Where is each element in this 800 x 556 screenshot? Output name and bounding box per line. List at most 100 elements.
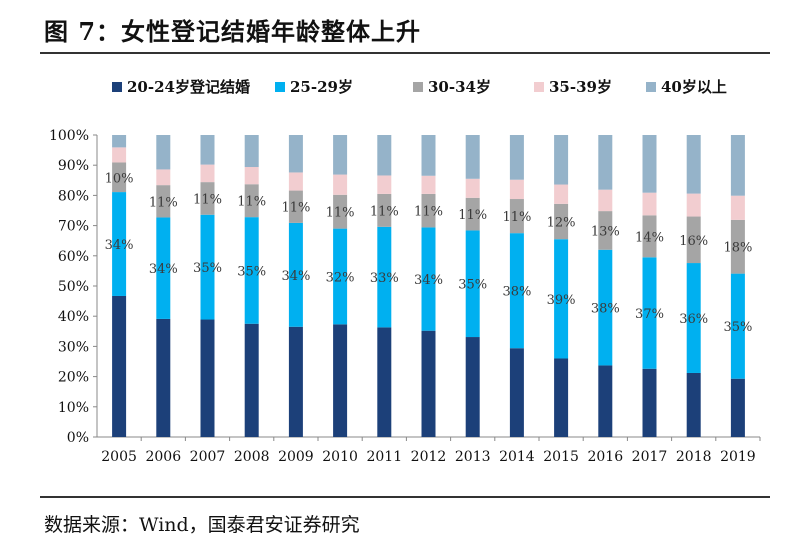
y-tick-label: 70% [58,219,89,235]
x-tick-label: 2011 [366,449,402,465]
bar-segment [421,227,436,331]
bar-segment [730,135,745,196]
y-tick-label: 20% [58,370,89,386]
data-label: 35% [193,261,222,276]
bar-segment [465,135,480,179]
bar-segment [377,327,392,437]
bar-segment [421,193,436,228]
bar-segment [554,358,569,437]
bar-segment [333,228,348,325]
bar-segment [156,135,171,170]
bar-segment [730,273,745,379]
x-tick-label: 2016 [587,449,623,465]
data-label: 13% [591,224,620,239]
bar-segment [509,179,524,200]
bar-segment [686,372,701,437]
legend-swatch [275,82,285,92]
x-tick-label: 2014 [499,449,535,465]
data-label: 34% [281,269,310,284]
x-tick-label: 2006 [145,449,181,465]
bar-segment [288,326,303,437]
bar-segment [421,135,436,176]
y-tick-label: 100% [49,128,89,144]
data-label: 35% [458,278,487,293]
bar-segment [598,249,613,366]
bar-segment [377,175,392,194]
bar-segment [642,135,657,193]
data-label: 33% [370,271,399,286]
legend-label: 30-34岁 [428,78,491,96]
bar-segment [642,215,657,258]
x-tick-label: 2018 [676,449,712,465]
y-tick-label: 90% [58,158,89,174]
x-tick-label: 2015 [543,449,579,465]
data-label: 11% [370,204,399,219]
stacked-bar-chart: 20-24岁登记结婚 25-29岁 30-34岁 35-39岁 40岁以上 0% 10% 20… [49,78,761,465]
bar-segment [465,197,480,231]
data-label: 11% [458,208,487,223]
bar-segment [421,330,436,437]
data-label: 36% [679,312,708,327]
data-label: 38% [591,302,620,317]
bar-segment [288,222,303,327]
bar-segment [642,368,657,437]
bar-segment [730,378,745,437]
bar-segment [288,190,303,223]
data-label: 34% [105,238,134,253]
x-tick-label: 2012 [411,449,447,465]
bar-segment [421,175,436,194]
bar-segment [200,319,215,437]
x-tick-label: 2008 [234,449,270,465]
bar-segment [554,203,569,240]
data-label: 14% [635,230,664,245]
legend-swatch [646,82,656,92]
y-tick-label: 0% [67,430,89,446]
bar-segment [509,135,524,180]
bar-segment [377,135,392,176]
data-label: 34% [414,273,443,288]
bar-segment [730,195,745,220]
bar-segment [598,135,613,190]
legend-label: 20-24岁登记结婚 [127,78,250,96]
x-tick-label: 2019 [720,449,756,465]
x-tick-label: 2005 [101,449,137,465]
bar-segment [509,199,524,234]
bar-segment [554,239,569,359]
data-label: 11% [237,195,266,210]
data-label: 11% [326,206,355,221]
legend-label: 40岁以上 [661,78,727,96]
bar-segment [156,318,171,437]
bar-segment [244,323,259,437]
bar-segment [642,257,657,369]
bar-segment [686,193,701,217]
data-label: 11% [414,205,443,220]
bar-segment [642,192,657,216]
bar-segment [598,211,613,250]
bar-segment [112,147,127,163]
bar-segment [730,219,745,274]
data-label: 12% [547,216,576,231]
bar-segment [112,192,127,296]
bar-segment [598,189,613,212]
bar-segment [244,217,259,324]
bar-segment [465,230,480,338]
data-label: 39% [547,293,576,308]
source-note: 数据来源：Wind，国泰君安证券研究 [44,514,360,536]
data-label: 37% [635,307,664,322]
bar-segment [598,365,613,437]
bar-segment [686,135,701,194]
data-label: 11% [149,195,178,210]
chart-title: 图 7：女性登记结婚年龄整体上升 [44,17,422,46]
y-tick-label: 60% [58,249,89,265]
bar-segment [465,337,480,437]
x-tick-label: 2010 [322,449,358,465]
legend-swatch [534,82,544,92]
bar-segment [200,135,215,165]
bar-segment [377,226,392,328]
data-label: 11% [502,210,531,225]
y-tick-label: 10% [58,400,89,416]
data-label: 10% [105,171,134,186]
data-label: 35% [723,320,752,335]
data-label: 16% [679,234,708,249]
bar-segment [244,167,259,185]
